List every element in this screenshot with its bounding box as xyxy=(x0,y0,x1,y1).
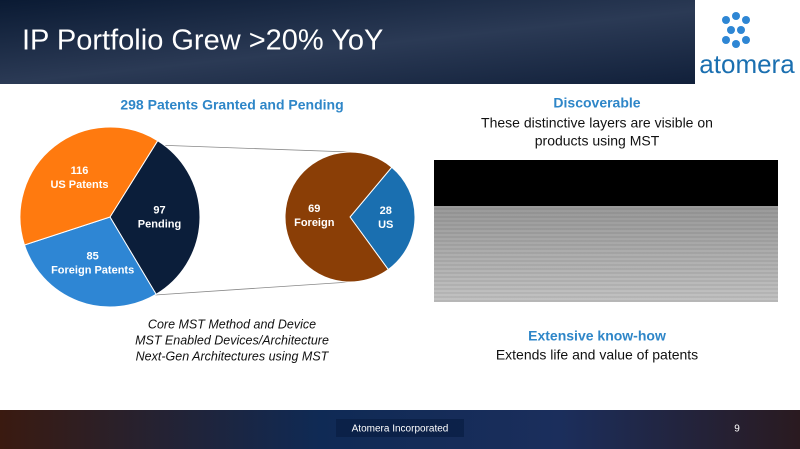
body-text: products using MST xyxy=(535,133,660,149)
logo-text: atomera xyxy=(699,49,795,79)
slice-value: 69 xyxy=(308,203,320,215)
slice-category: US xyxy=(378,219,393,231)
slice-category: Pending xyxy=(138,218,181,230)
logo-icon xyxy=(722,12,750,48)
chart-title: 298 Patents Granted and Pending xyxy=(120,97,343,113)
connector xyxy=(154,281,351,296)
slice-value: 97 xyxy=(153,204,165,216)
pie-slice xyxy=(23,216,157,308)
slice-category: Foreign Patents xyxy=(51,264,134,276)
method-line: MST Enabled Devices/Architecture xyxy=(135,333,329,347)
slice-value: 116 xyxy=(71,165,89,177)
body-text: These distinctive layers are visible on xyxy=(481,115,713,131)
heading: Extensive know-how xyxy=(528,328,666,344)
connector xyxy=(154,144,351,153)
body-text: Extends life and value of patents xyxy=(496,347,698,363)
pie-slice xyxy=(284,151,393,283)
slice-category: US Patents xyxy=(50,179,108,191)
method-line: Next-Gen Architectures using MST xyxy=(136,349,330,363)
footer-company: Atomera Incorporated xyxy=(352,424,449,435)
heading: Discoverable xyxy=(553,95,640,111)
slice-label: 85 Foreign Patents xyxy=(51,250,134,276)
slice-label: 116 US Patents xyxy=(50,165,108,191)
header-bg xyxy=(0,0,800,84)
page-number: 9 xyxy=(734,424,740,435)
slice-value: 85 xyxy=(87,250,99,262)
pie-slice xyxy=(349,166,416,271)
slice-category: Foreign xyxy=(294,217,335,229)
charts: 97 Pending 85 Foreign Patents 116 US Patents 2… xyxy=(19,126,416,308)
sem-image xyxy=(434,160,778,302)
method-line: Core MST Method and Device xyxy=(148,317,316,331)
slice-label: 69 Foreign xyxy=(294,203,335,229)
slice-label: 28 US xyxy=(378,205,393,231)
slide-title: IP Portfolio Grew >20% YoY xyxy=(22,25,383,57)
pie-slice xyxy=(109,139,201,295)
slice-label: 97 Pending xyxy=(138,204,181,230)
footer-label-bg xyxy=(336,419,464,437)
pie-slice xyxy=(19,126,159,246)
slice-value: 28 xyxy=(380,205,392,217)
